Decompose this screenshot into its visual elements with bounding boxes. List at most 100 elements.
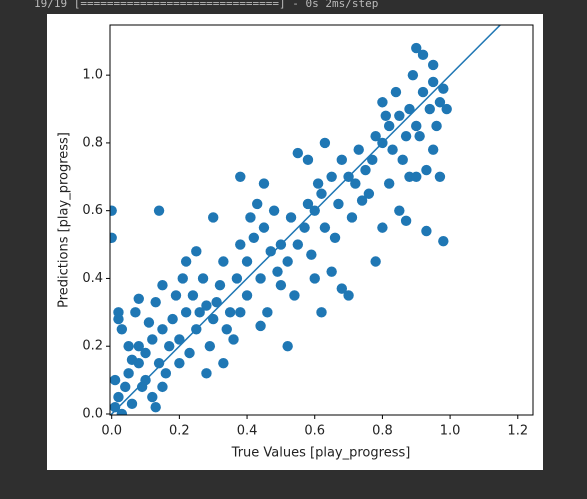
scatter-point [177, 273, 188, 284]
scatter-point [258, 178, 270, 189]
axes-frame [109, 24, 534, 416]
scatter-point [150, 402, 161, 413]
scatter-point [116, 408, 128, 415]
scatter-point [164, 341, 175, 352]
scatter-point [174, 357, 185, 369]
scatter-point [404, 103, 415, 115]
x-tick-label: 1.2 [507, 424, 528, 439]
scatter-point [414, 130, 425, 142]
x-axis-label: True Values [play_progress] [231, 446, 411, 461]
scatter-point [197, 273, 209, 284]
y-tick-label: 1.0 [82, 68, 103, 83]
scatter-point [153, 357, 165, 369]
scatter-point [204, 341, 216, 352]
scatter-point [356, 195, 368, 206]
scatter-point [329, 232, 341, 243]
scatter-point [302, 154, 314, 166]
scatter-point [235, 239, 246, 250]
scatter-point [333, 198, 344, 210]
scatter-point [309, 205, 320, 216]
scatter-point [211, 296, 222, 308]
scatter-point [275, 280, 287, 291]
scatter-point [113, 307, 124, 318]
scatter-point [147, 334, 158, 345]
scatter-point [150, 296, 161, 308]
x-tick-label: 0.2 [169, 424, 190, 439]
scatter-point [417, 86, 429, 98]
scatter-point [180, 307, 192, 318]
scatter-point [377, 137, 388, 149]
scatter-point [417, 49, 429, 61]
scatter-point [201, 300, 212, 311]
x-tick-label: 1.0 [440, 424, 461, 439]
scatter-point [411, 42, 422, 54]
scatter-point [316, 188, 327, 199]
scatter-point [285, 212, 297, 223]
scatter-point [123, 341, 134, 352]
scatter-point [390, 86, 402, 98]
scatter-point [231, 273, 243, 284]
y-tick-label: 0.4 [82, 271, 103, 286]
scatter-point [224, 307, 236, 318]
scatter-point [292, 147, 304, 159]
scatter-point [110, 402, 121, 413]
scatter-point [208, 313, 219, 325]
scatter-point [191, 246, 202, 257]
scatter-point [248, 232, 260, 243]
y-tick-label: 0.6 [82, 203, 103, 218]
scatter-point [187, 290, 199, 301]
scatter-point [126, 398, 138, 410]
scatter-point [180, 256, 192, 267]
scatter-point [421, 225, 432, 237]
scatter-point [360, 164, 371, 176]
scatter-point [370, 130, 381, 142]
scatter-point [316, 307, 327, 318]
scatter-point [123, 368, 134, 379]
scatter-point [397, 154, 408, 166]
scatter-point [241, 290, 253, 301]
scatter-point [424, 103, 435, 115]
x-tick-label: 0.6 [304, 424, 325, 439]
scatter-point [319, 137, 331, 149]
scatter-point [292, 239, 304, 250]
scatter-point [133, 293, 144, 304]
scatter-point [262, 307, 273, 318]
y-tick-label: 0.2 [82, 339, 103, 354]
scatter-point [116, 324, 128, 335]
scatter-point [302, 198, 314, 210]
y-tick-label: 0.0 [82, 406, 103, 421]
scatter-point [140, 347, 151, 359]
scatter-point [434, 171, 446, 182]
scatter-point [438, 83, 449, 94]
scatter-point [411, 171, 422, 182]
scatter-point [218, 256, 229, 267]
scatter-point [228, 334, 239, 345]
scatter-point [133, 341, 144, 352]
scatter-point [306, 249, 317, 260]
scatter-point [350, 178, 361, 189]
scatter-point [214, 280, 226, 291]
scatter-point [235, 307, 246, 318]
log-line: 19/19 [==============================] -… [34, 0, 378, 10]
scatter-point [353, 144, 364, 155]
scatter-point [143, 317, 155, 328]
scatter-point [434, 97, 446, 108]
scatter-point [265, 246, 276, 257]
x-tick-label: 0.0 [101, 424, 122, 439]
scatter-point [363, 188, 375, 199]
scatter-point [394, 205, 405, 216]
scatter-point [184, 347, 195, 359]
scatter-point [120, 381, 131, 393]
scatter-point [110, 205, 117, 216]
scatter-point [387, 144, 398, 155]
identity-line [110, 25, 502, 415]
scatter-point [377, 222, 388, 233]
scatter-point [441, 103, 452, 115]
scatter-point [113, 391, 124, 403]
scatter-point [407, 69, 419, 81]
scatter-point [268, 205, 280, 216]
scatter-point [289, 290, 300, 301]
scatter-point [383, 178, 395, 189]
scatter-point [336, 154, 348, 166]
